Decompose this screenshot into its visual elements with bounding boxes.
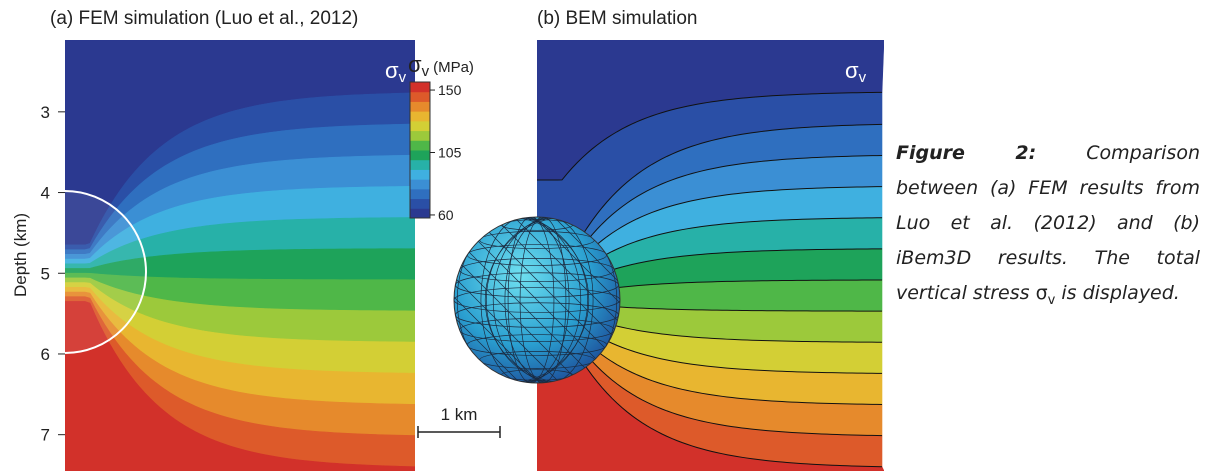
colorbar-swatch (410, 140, 430, 150)
caption-symbol: σ (1036, 282, 1048, 304)
colorbar-swatch (410, 189, 430, 199)
y-axis-label: Depth (km) (11, 213, 30, 297)
colorbar-swatch (410, 131, 430, 141)
panel-title: (a) FEM simulation (Luo et al., 2012) (50, 8, 358, 29)
caption: Figure 2: Comparison between (a) FEM res… (896, 136, 1200, 318)
colorbar-tick-label: 60 (438, 207, 454, 223)
colorbar-swatch (410, 208, 430, 218)
scale-label: 1 km (441, 405, 478, 424)
colorbar-swatch (410, 82, 430, 92)
colorbar-swatch (410, 121, 430, 131)
y-tick-label: 4 (41, 184, 50, 203)
colorbar-swatch (410, 160, 430, 170)
colorbar-swatch (410, 150, 430, 160)
colorbar-title: σv(MPa) (408, 52, 474, 80)
panel-title: (b) BEM simulation (537, 8, 698, 29)
colorbar-swatch (410, 199, 430, 209)
caption-text: is displayed. (1061, 282, 1179, 304)
colorbar-swatch (410, 111, 430, 121)
y-tick-label: 6 (41, 345, 50, 364)
colorbar-swatch (410, 179, 430, 189)
caption-symbol-sub: v (1048, 293, 1056, 308)
colorbar-swatch (410, 169, 430, 179)
colorbar-swatch (410, 101, 430, 111)
scale-bar (418, 426, 500, 438)
caption-label: Figure 2: (896, 142, 1036, 164)
caption-text: Comparison between (a) FEM results from … (896, 142, 1200, 304)
colorbar-tick-label: 105 (438, 144, 462, 160)
y-tick-label: 3 (41, 103, 50, 122)
y-tick-label: 5 (41, 264, 50, 283)
page: {"panel_a": {"title": "(a) FEM simulatio… (0, 0, 1220, 471)
colorbar-swatch (410, 92, 430, 102)
colorbar-tick-label: 150 (438, 82, 462, 98)
y-tick-label: 7 (41, 426, 50, 445)
